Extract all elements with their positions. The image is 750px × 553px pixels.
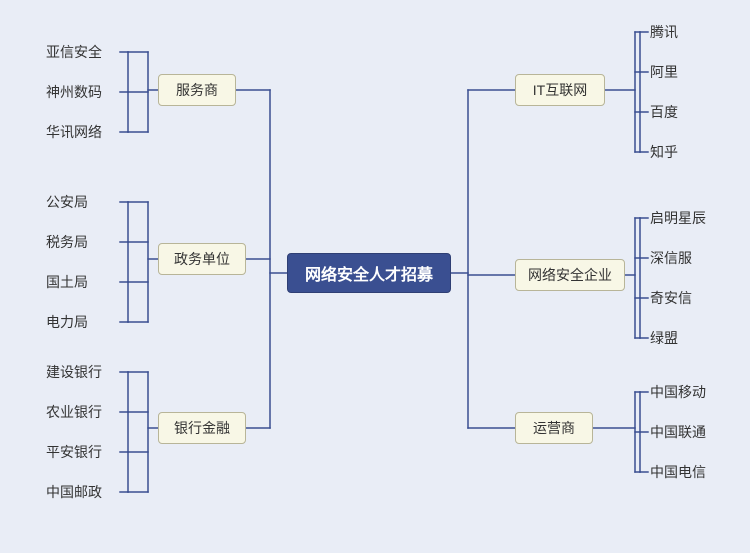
leaf-right-1-3: 绿盟 — [650, 328, 730, 348]
leaf-right-0-2: 百度 — [650, 102, 730, 122]
leaf-left-1-1: 税务局 — [46, 232, 126, 252]
leaf-left-0-1: 神州数码 — [46, 82, 126, 102]
leaf-left-0-0: 亚信安全 — [46, 42, 126, 62]
leaf-left-2-3: 中国邮政 — [46, 482, 126, 502]
leaf-left-1-0: 公安局 — [46, 192, 126, 212]
branch-right-1: 网络安全企业 — [515, 259, 625, 291]
leaf-right-0-1: 阿里 — [650, 62, 730, 82]
branch-right-2: 运营商 — [515, 412, 593, 444]
leaf-left-1-3: 电力局 — [46, 312, 126, 332]
leaf-right-2-0: 中国移动 — [650, 382, 730, 402]
leaf-right-0-3: 知乎 — [650, 142, 730, 162]
branch-left-2: 银行金融 — [158, 412, 246, 444]
leaf-left-2-0: 建设银行 — [46, 362, 126, 382]
leaf-right-1-1: 深信服 — [650, 248, 730, 268]
root-node: 网络安全人才招募 — [287, 253, 451, 293]
branch-left-0: 服务商 — [158, 74, 236, 106]
leaf-left-0-2: 华讯网络 — [46, 122, 126, 142]
leaf-right-1-2: 奇安信 — [650, 288, 730, 308]
leaf-left-2-2: 平安银行 — [46, 442, 126, 462]
leaf-left-2-1: 农业银行 — [46, 402, 126, 422]
leaf-right-1-0: 启明星辰 — [650, 208, 730, 228]
leaf-right-0-0: 腾讯 — [650, 22, 730, 42]
branch-left-1: 政务单位 — [158, 243, 246, 275]
leaf-left-1-2: 国土局 — [46, 272, 126, 292]
leaf-right-2-1: 中国联通 — [650, 422, 730, 442]
leaf-right-2-2: 中国电信 — [650, 462, 730, 482]
branch-right-0: IT互联网 — [515, 74, 605, 106]
